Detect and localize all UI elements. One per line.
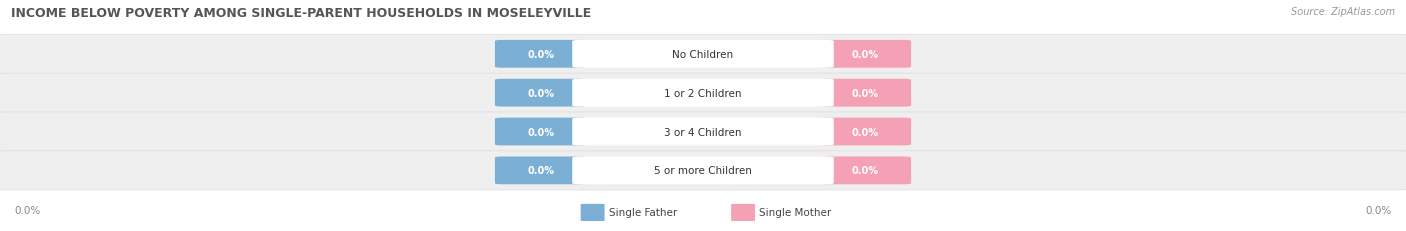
Text: 0.0%: 0.0%: [852, 127, 879, 137]
Text: 0.0%: 0.0%: [852, 50, 879, 60]
Text: 3 or 4 Children: 3 or 4 Children: [664, 127, 742, 137]
Text: Single Father: Single Father: [609, 207, 678, 218]
Text: 1 or 2 Children: 1 or 2 Children: [664, 88, 742, 98]
Text: INCOME BELOW POVERTY AMONG SINGLE-PARENT HOUSEHOLDS IN MOSELEYVILLE: INCOME BELOW POVERTY AMONG SINGLE-PARENT…: [11, 7, 592, 20]
Text: 0.0%: 0.0%: [527, 166, 554, 176]
Text: 5 or more Children: 5 or more Children: [654, 166, 752, 176]
Text: 0.0%: 0.0%: [527, 127, 554, 137]
Text: Source: ZipAtlas.com: Source: ZipAtlas.com: [1291, 7, 1395, 17]
Text: 0.0%: 0.0%: [852, 166, 879, 176]
Text: 0.0%: 0.0%: [14, 205, 41, 215]
Text: No Children: No Children: [672, 50, 734, 60]
Text: 0.0%: 0.0%: [852, 88, 879, 98]
Text: 0.0%: 0.0%: [527, 50, 554, 60]
Text: 0.0%: 0.0%: [527, 88, 554, 98]
Text: 0.0%: 0.0%: [1365, 205, 1392, 215]
Text: Single Mother: Single Mother: [759, 207, 831, 218]
